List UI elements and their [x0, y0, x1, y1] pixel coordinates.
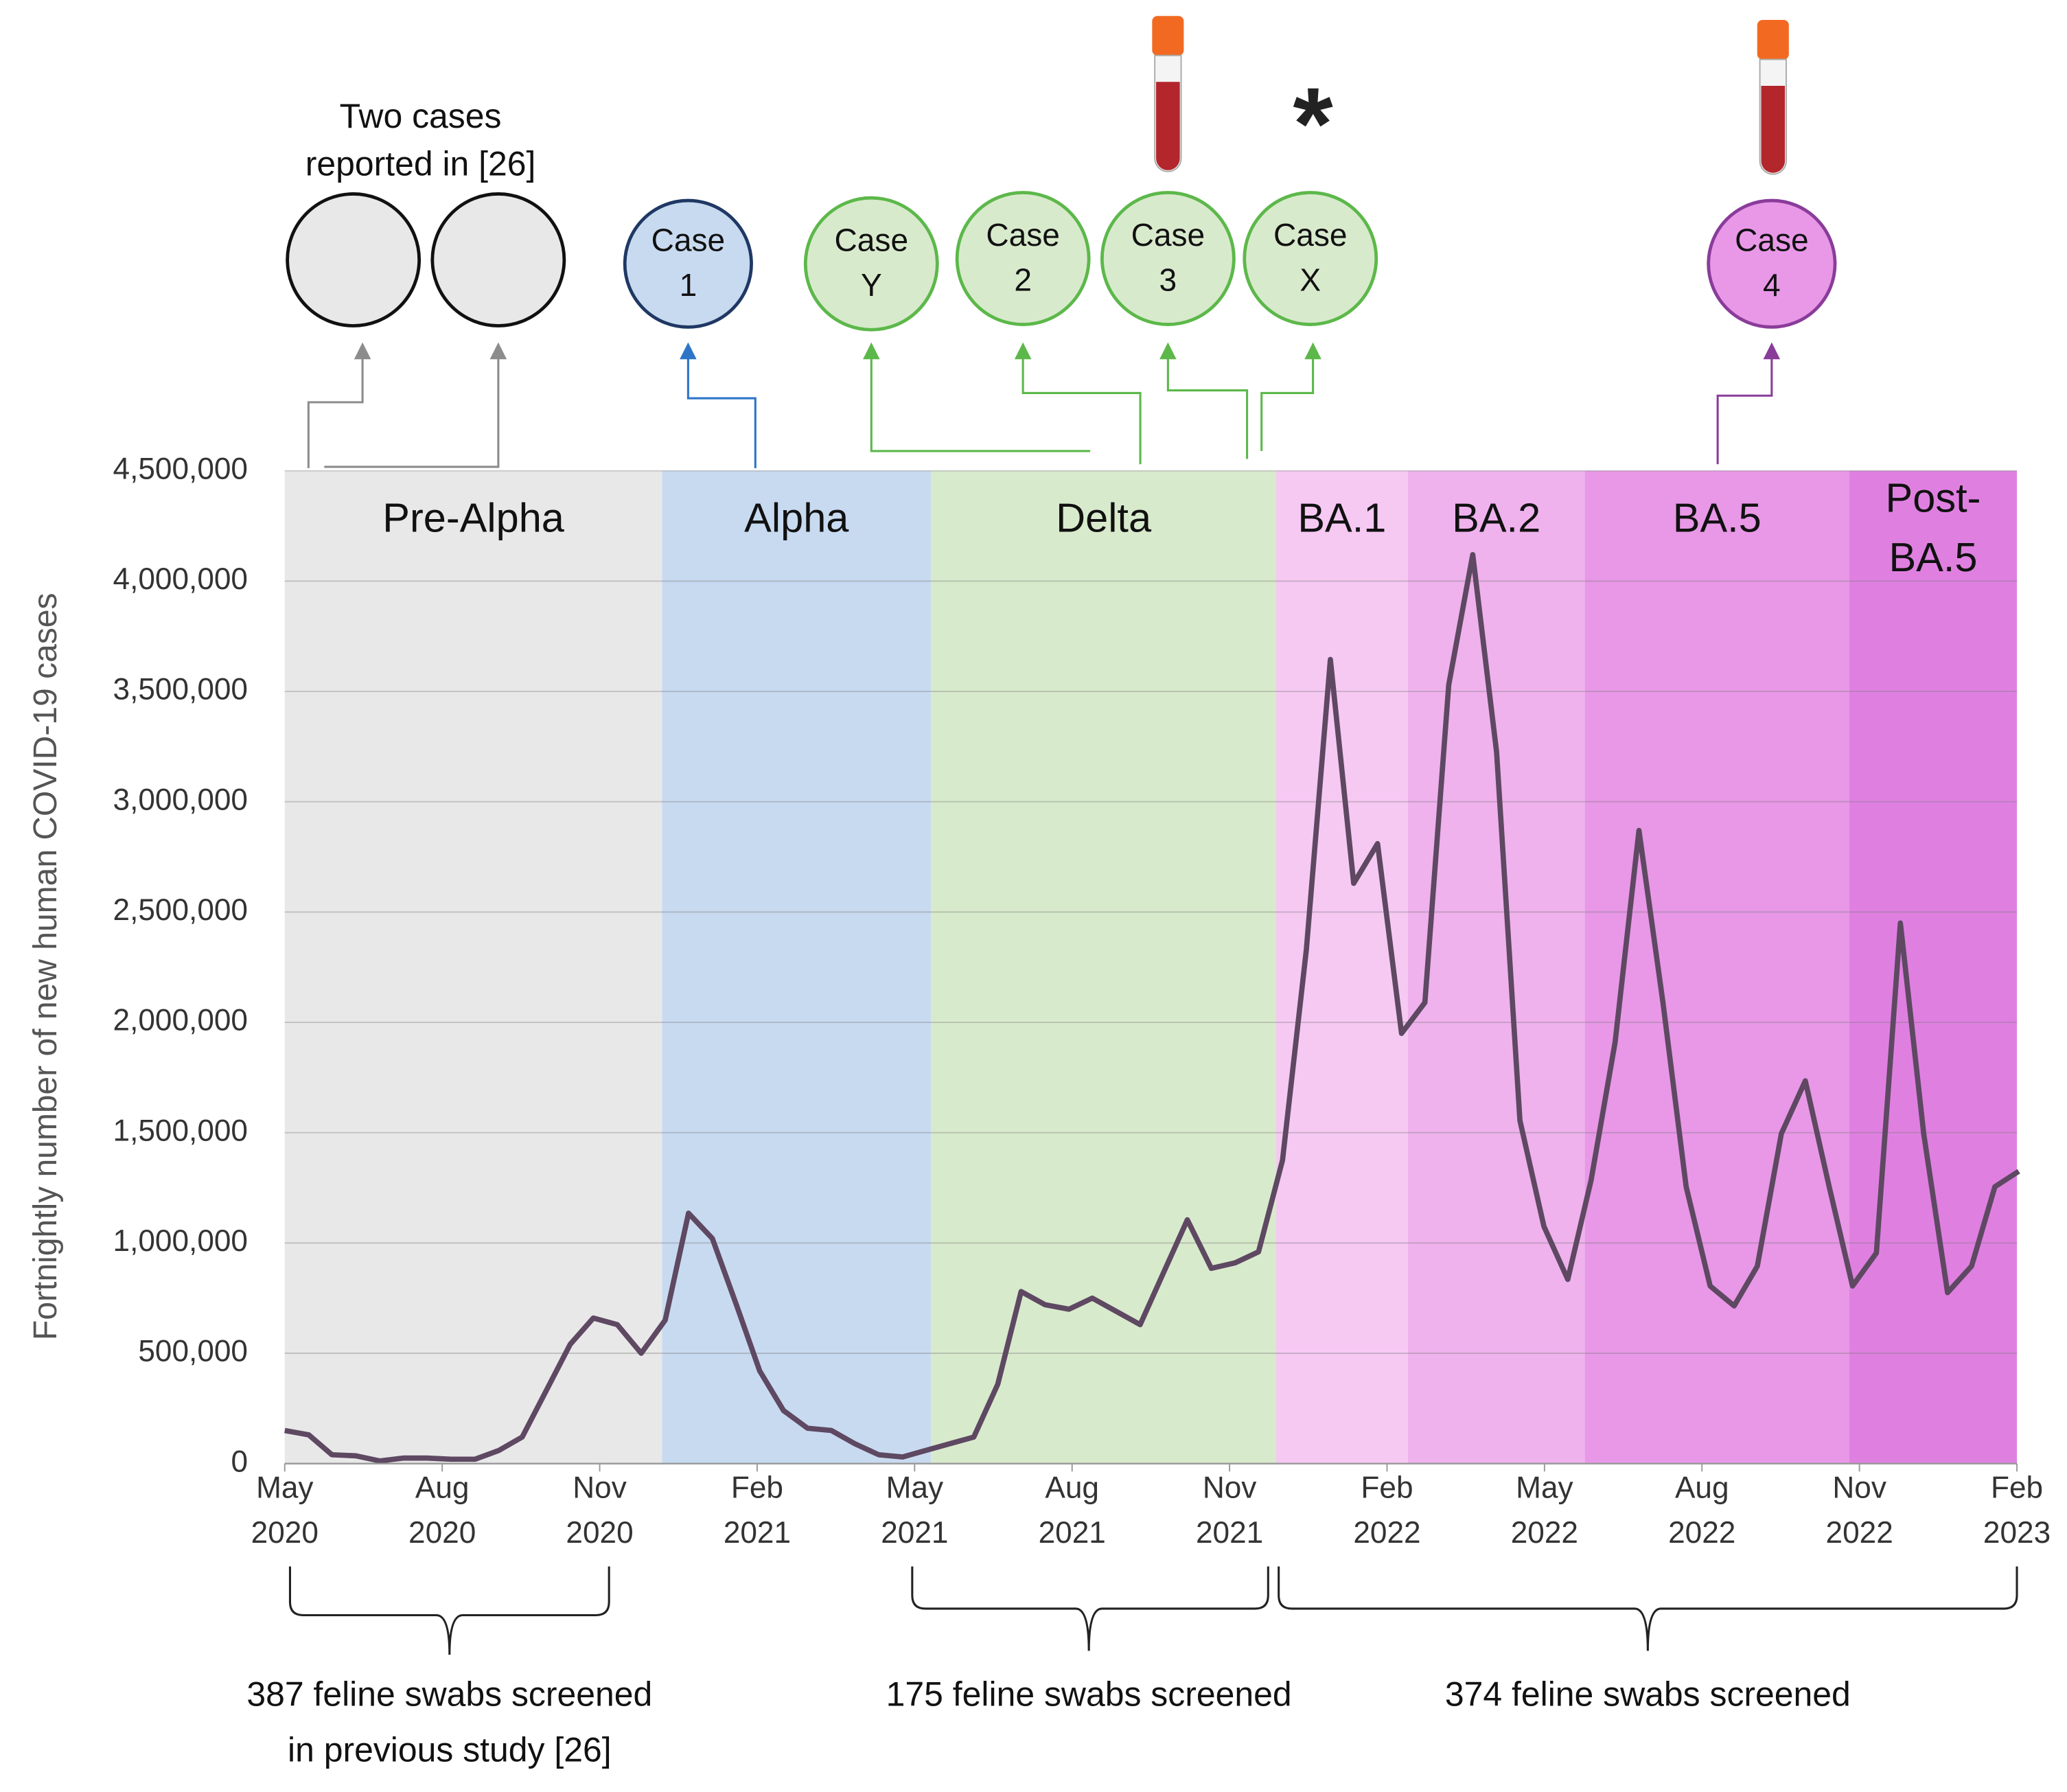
case-circle: [803, 196, 939, 332]
x-tick-label: 2021: [881, 1516, 948, 1550]
period-bands: Pre-Alpha Alpha Delta BA.1 BA.2 BA.5 Post- BA.5: [284, 470, 2018, 1464]
case-label: 4: [1763, 267, 1781, 303]
x-tick-label: Aug: [415, 1471, 470, 1505]
x-tick-label: Nov: [1832, 1471, 1886, 1505]
note: Two cases: [340, 97, 502, 135]
x-tick-label: 2022: [1511, 1516, 1578, 1550]
x-tick-label: 2022: [1826, 1516, 1893, 1550]
x-tick-label: 2023: [1983, 1516, 2051, 1550]
plot: [284, 551, 2020, 1464]
y-tick-label: 4,500,000: [113, 452, 248, 485]
connector: [307, 342, 371, 468]
case-label: Case: [835, 222, 909, 258]
period-label: BA.5: [1673, 494, 1762, 540]
y-tick-label: 3,500,000: [113, 673, 248, 707]
swab-note: in previous study [26]: [288, 1730, 612, 1769]
case-label: Case: [1735, 222, 1809, 258]
period-label: BA.2: [1452, 494, 1540, 540]
case-label: Y: [861, 267, 882, 303]
case-circle: [1707, 198, 1837, 329]
x-tick-label: 2020: [408, 1516, 476, 1550]
y-tick-label: 2,500,000: [113, 893, 248, 927]
period-label: BA.1: [1297, 494, 1386, 540]
case-label: 3: [1159, 262, 1177, 297]
x-tick-label: Feb: [1361, 1471, 1413, 1505]
x-tick-label: Nov: [573, 1471, 627, 1505]
x-tick-label: Feb: [1991, 1471, 2043, 1505]
swab-note: 175 feline swabs screened: [886, 1675, 1292, 1714]
period-band: [1584, 470, 1849, 1464]
period-label: BA.5: [1889, 534, 1977, 580]
y-tick-label: 1,000,000: [113, 1224, 248, 1258]
bracket: [288, 1566, 610, 1655]
case-label: 2: [1014, 262, 1032, 297]
period-band: [284, 470, 662, 1464]
x-tick-label: May: [256, 1471, 313, 1505]
y-tick-label: 4,000,000: [113, 562, 248, 596]
bracket: [1278, 1566, 2018, 1651]
case-label: Case: [651, 222, 726, 258]
x-tick-label: 2021: [1196, 1516, 1263, 1550]
period-label: Delta: [1056, 494, 1152, 540]
y-tick-label: 3,000,000: [113, 783, 248, 816]
case-circle: [623, 198, 753, 329]
series-line: [284, 551, 2020, 1464]
x-tick-label: 2022: [1353, 1516, 1420, 1550]
period-band: [931, 470, 1276, 1464]
blood-tube: [1152, 16, 1184, 172]
y-tick-label: 0: [231, 1445, 248, 1478]
connector: [680, 342, 757, 468]
case-circle: [286, 192, 422, 328]
connector: [324, 342, 507, 468]
x-tick-label: 2020: [566, 1516, 633, 1550]
case-circle: [1100, 191, 1236, 326]
grid: [284, 470, 2018, 1464]
period-band: [1849, 470, 2018, 1464]
case-label: 1: [680, 267, 697, 303]
x-tick-label: May: [1516, 1471, 1573, 1505]
connector: [863, 342, 1091, 452]
x-tick-label: May: [886, 1471, 943, 1505]
x-tick-label: Aug: [1675, 1471, 1729, 1505]
period-band: [1407, 470, 1585, 1464]
note: reported in [26]: [305, 144, 536, 183]
case-circle: [1243, 191, 1378, 326]
bracket: [911, 1566, 1269, 1651]
brackets: [288, 1566, 2018, 1655]
asterisk: *: [1293, 66, 1333, 181]
x-tick-label: 2020: [251, 1516, 319, 1550]
x-tick-label: 2022: [1668, 1516, 1735, 1550]
case-circle: [430, 192, 566, 328]
blood-tube: [1757, 19, 1789, 175]
swab-note: 374 feline swabs screened: [1445, 1675, 1851, 1714]
swab-note: 387 feline swabs screened: [246, 1675, 652, 1714]
y-tick-label: 2,000,000: [113, 1004, 248, 1037]
y-tick-label: 1,500,000: [113, 1114, 248, 1147]
connector: [1716, 342, 1781, 465]
case-label: Case: [986, 217, 1060, 253]
x-tick-label: Feb: [731, 1471, 783, 1505]
case-label: Case: [1273, 217, 1348, 253]
y-tick-label: 500,000: [138, 1335, 248, 1368]
period-label: Pre-Alpha: [382, 494, 565, 540]
connectors: [307, 342, 1781, 468]
x-tick-label: 2021: [724, 1516, 791, 1550]
case-circle: [955, 191, 1091, 326]
period-label: Alpha: [744, 494, 849, 540]
connector: [1014, 342, 1142, 465]
y-axis-label: Fortnightly number of new human COVID-19…: [27, 593, 64, 1340]
period-label: Post-: [1886, 475, 1981, 521]
period-band: [662, 470, 932, 1464]
x-tick-label: Nov: [1203, 1471, 1257, 1505]
connector: [1260, 342, 1321, 451]
period-band: [1275, 470, 1408, 1464]
case-label: X: [1300, 262, 1321, 297]
x-tick-label: Aug: [1045, 1471, 1099, 1505]
connector: [1159, 342, 1249, 459]
x-tick-label: 2021: [1039, 1516, 1106, 1550]
case-label: Case: [1131, 217, 1205, 253]
